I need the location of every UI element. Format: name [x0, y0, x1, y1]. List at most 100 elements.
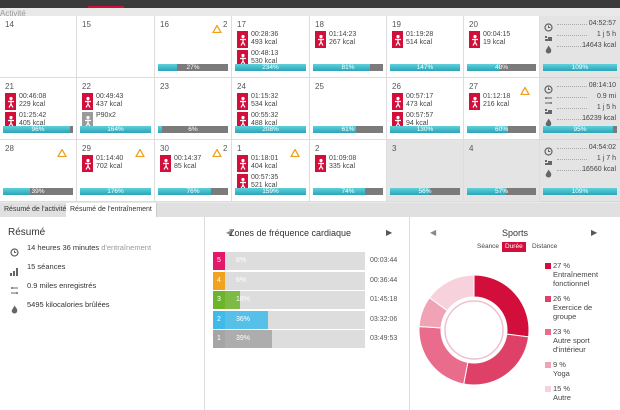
zone-time: 03:49:53 [370, 335, 398, 342]
legend-swatch [545, 361, 551, 368]
summary-row: 15 séances [27, 262, 65, 271]
progress-label: 176% [107, 188, 124, 195]
mode-button[interactable]: Durée [502, 242, 526, 252]
progress-fill [235, 126, 306, 133]
stat-icon [544, 81, 553, 94]
stat-icon [544, 92, 553, 104]
entry-kcal: 229 kcal [19, 101, 46, 108]
entry-time: 00:57:35 [251, 174, 279, 181]
progress-bar: 109% [543, 64, 617, 71]
day-number: 28 [5, 144, 14, 153]
prev-arrow[interactable]: ◀ [430, 228, 437, 237]
progress-bar: 57% [467, 188, 536, 195]
day-number: 25 [315, 82, 324, 91]
progress-bar: 164% [80, 126, 151, 133]
progress-label: 61% [341, 126, 355, 133]
activity-icon [237, 174, 248, 191]
stat-text: 14643 kcal [582, 42, 616, 49]
day-cell[interactable]: 15 [77, 16, 155, 78]
day-number: 15 [82, 20, 91, 29]
legend-item: 26 % Exercice de groupe [545, 294, 617, 321]
entry-kcal: 473 kcal [406, 101, 433, 108]
zone-number: 4 [213, 271, 225, 290]
stat-icon [544, 19, 553, 32]
entry-time: 00:49:43 [96, 93, 124, 100]
summary-value: 5495 kilocalories brûlées [27, 300, 110, 309]
activity-icon [82, 155, 93, 172]
day-number: 14 [5, 20, 14, 29]
day-number: 18 [315, 20, 324, 29]
zone-track [213, 252, 365, 270]
stat-icon [544, 165, 553, 178]
activity-icon [469, 93, 480, 110]
summary-icon [10, 263, 19, 276]
flag-icon [289, 144, 301, 158]
progress-label: 234% [262, 64, 279, 71]
progress-fill [390, 64, 460, 71]
tab[interactable]: Résumé de l'entraînement [66, 203, 157, 217]
progress-bar: 159% [235, 188, 306, 195]
zone-bar [213, 330, 273, 348]
entry-time: P90x2 [96, 112, 116, 119]
progress-fill [3, 188, 31, 195]
day-number: 2 [315, 144, 320, 153]
entry-time: 00:48:13 [251, 50, 279, 57]
summary-value: 0.9 miles enregistrés [27, 281, 97, 290]
progress-label: 74% [341, 188, 355, 195]
progress-label: 56% [418, 188, 432, 195]
progress-bar: 130% [390, 126, 460, 133]
stat-line [557, 119, 587, 120]
day-number: 17 [237, 20, 246, 29]
entry-kcal: 216 kcal [483, 101, 510, 108]
progress-label: 147% [416, 64, 434, 71]
progress-label: 130% [416, 126, 434, 133]
summary-value: 15 séances [27, 262, 66, 271]
progress-fill [313, 64, 370, 71]
progress-bar: 234% [235, 64, 306, 71]
entry-time: 00:57:17 [406, 93, 434, 100]
legend-percent: 27 % [553, 261, 571, 270]
progress-bar: 176% [80, 188, 151, 195]
activity-icon [5, 112, 16, 129]
stat-line [557, 24, 587, 25]
stat-text: 08:14:10 [588, 82, 616, 89]
zone-time: 03:32:06 [370, 315, 398, 323]
progress-label: 96% [31, 126, 45, 133]
activity-icon [5, 93, 16, 110]
progress-label: 81% [341, 64, 355, 71]
progress-fill [467, 126, 509, 133]
stat-icon [544, 103, 553, 114]
progress-bar: 39% [3, 188, 73, 195]
day-number: 23 [160, 82, 169, 91]
legend-swatch [545, 295, 551, 302]
day-cell[interactable]: 14 [0, 16, 77, 78]
progress-bar: 56% [390, 188, 460, 195]
nav-tab[interactable]: Activité [0, 9, 26, 18]
tab[interactable]: Résumé de l'activité [0, 203, 72, 217]
progress-fill [390, 126, 460, 133]
zone-percent: 6% [236, 276, 247, 284]
legend-name: Autre sport d'intérieur [553, 336, 590, 354]
activity-icon [160, 155, 171, 172]
panel-title: Sports [501, 228, 528, 238]
flag-count: 2 [223, 20, 228, 29]
legend-item: 27 % Entraînement fonctionnel [545, 261, 617, 288]
stat-text: 16560 kcal [582, 166, 616, 173]
mode-button[interactable]: Distance [532, 243, 558, 250]
day-number: 30 [160, 144, 169, 153]
activity-icon [315, 31, 326, 48]
zone-track [213, 271, 365, 290]
activity-icon [392, 93, 403, 110]
mode-button[interactable]: Séance [477, 243, 500, 250]
next-arrow[interactable]: ▶ [386, 228, 393, 237]
legend-percent: 9 % [553, 360, 566, 369]
zone-number: 3 [213, 291, 225, 309]
entry-kcal: 514 kcal [406, 39, 433, 46]
entry-kcal: 94 kcal [406, 120, 429, 127]
zone-track [213, 291, 365, 309]
next-arrow[interactable]: ▶ [591, 228, 598, 237]
activity-icon [315, 155, 326, 172]
entry-kcal: 405 kcal [19, 120, 46, 127]
prev-arrow[interactable]: ◀ [226, 228, 233, 237]
progress-bar: 60% [467, 126, 536, 133]
